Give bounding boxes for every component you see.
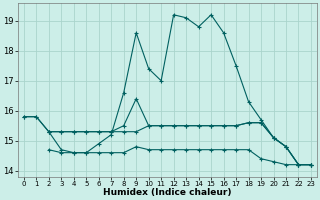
X-axis label: Humidex (Indice chaleur): Humidex (Indice chaleur)	[103, 188, 232, 197]
